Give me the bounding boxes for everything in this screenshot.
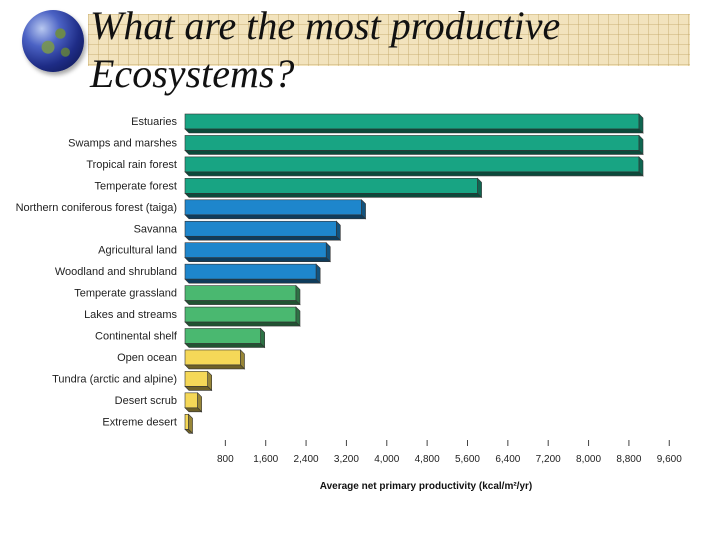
bar-bottom xyxy=(184,343,266,348)
category-label: Estuaries xyxy=(131,116,177,128)
bar-extreme-desert xyxy=(184,413,194,435)
bar-temperate-grassland xyxy=(184,284,301,306)
x-tick-label: 7,200 xyxy=(536,454,561,465)
bar-bottom xyxy=(184,300,301,305)
page-title: What are the most productive Ecosystems? xyxy=(90,2,560,98)
category-label: Tundra (arctic and alpine) xyxy=(52,373,177,385)
bar-face xyxy=(184,349,241,366)
x-tick-label: 8,800 xyxy=(616,454,641,465)
bar-savanna xyxy=(184,220,342,241)
title-line-1: What are the most productive xyxy=(90,3,561,48)
x-tick-label: 4,000 xyxy=(374,454,399,465)
category-label: Tropical rain forest xyxy=(86,159,177,171)
bar-bottom xyxy=(184,386,213,391)
category-label: Extreme desert xyxy=(102,416,177,428)
bar-agricultural-land xyxy=(184,241,331,263)
title-background xyxy=(88,14,690,66)
bar-face xyxy=(184,413,189,430)
bar-bottom xyxy=(184,407,203,413)
x-tick-label: 4,800 xyxy=(415,454,440,465)
x-tick-label: 800 xyxy=(217,454,234,465)
bar-face xyxy=(184,113,640,130)
bar-face xyxy=(184,263,317,280)
x-tick-label: 8,000 xyxy=(576,454,601,465)
x-axis-ticks: 800 1,600 2,400 3,200 4,000 4,800 5,600 6,400 7,… xyxy=(217,440,682,465)
title-line-2: Ecosystems? xyxy=(90,51,295,96)
bar-bottom xyxy=(184,364,246,370)
bar-northern-coniferous-forest-taiga xyxy=(184,199,367,220)
bar-woodland-and-shrubland xyxy=(184,263,321,284)
bar-open-ocean xyxy=(184,349,246,370)
x-tick-label: 2,400 xyxy=(294,454,319,465)
category-label: Continental shelf xyxy=(95,331,178,343)
bar-tundra-arctic-and-alpine xyxy=(184,370,213,392)
category-label: Lakes and streams xyxy=(84,309,177,321)
x-axis-title: Average net primary productivity (kcal/m… xyxy=(320,481,532,492)
x-tick-label: 1,600 xyxy=(253,454,278,465)
bar-bottom xyxy=(184,428,194,434)
bar-face xyxy=(184,242,327,258)
bar-face xyxy=(184,220,337,237)
bar-face xyxy=(184,285,297,301)
bar-bottom xyxy=(184,257,331,263)
bar-lakes-and-streams xyxy=(184,306,301,327)
x-tick-label: 5,600 xyxy=(455,454,480,465)
bars-group xyxy=(184,113,644,435)
category-label: Woodland and shrubland xyxy=(55,266,177,278)
bar-face xyxy=(184,328,261,344)
bar-face xyxy=(184,306,297,323)
bar-tropical-rain-forest xyxy=(184,156,644,177)
x-tick-label: 6,400 xyxy=(495,454,520,465)
category-label: Temperate forest xyxy=(94,180,177,192)
globe-icon xyxy=(22,10,84,72)
bar-bottom xyxy=(184,278,321,284)
bar-bottom xyxy=(184,150,644,155)
bar-face xyxy=(184,178,478,194)
category-label: Savanna xyxy=(134,223,178,235)
category-label: Temperate grassland xyxy=(74,288,177,300)
bar-face xyxy=(184,156,640,173)
bar-temperate-forest xyxy=(184,177,483,199)
bar-bottom xyxy=(184,193,483,198)
bar-bottom xyxy=(184,128,644,134)
bar-swamps-and-marshes xyxy=(184,134,644,156)
bar-estuaries xyxy=(184,113,644,134)
category-label: Open ocean xyxy=(117,352,177,364)
category-label: Desert scrub xyxy=(115,395,177,407)
bar-bottom xyxy=(184,214,367,220)
bar-face xyxy=(184,371,209,387)
category-label: Agricultural land xyxy=(98,245,177,257)
bar-face xyxy=(184,392,198,409)
bar-bottom xyxy=(184,171,644,177)
bar-desert-scrub xyxy=(184,392,203,413)
category-label: Northern coniferous forest (taiga) xyxy=(16,202,177,214)
bar-face xyxy=(184,199,362,216)
bar-bottom xyxy=(184,321,301,327)
category-label: Swamps and marshes xyxy=(68,137,177,149)
bar-continental-shelf xyxy=(184,327,266,349)
bar-bottom xyxy=(184,235,342,241)
x-tick-label: 9,600 xyxy=(657,454,682,465)
bar-face xyxy=(184,135,640,151)
category-labels: Estuaries Swamps and marshes Tropical rain… xyxy=(16,116,178,428)
x-tick-label: 3,200 xyxy=(334,454,359,465)
